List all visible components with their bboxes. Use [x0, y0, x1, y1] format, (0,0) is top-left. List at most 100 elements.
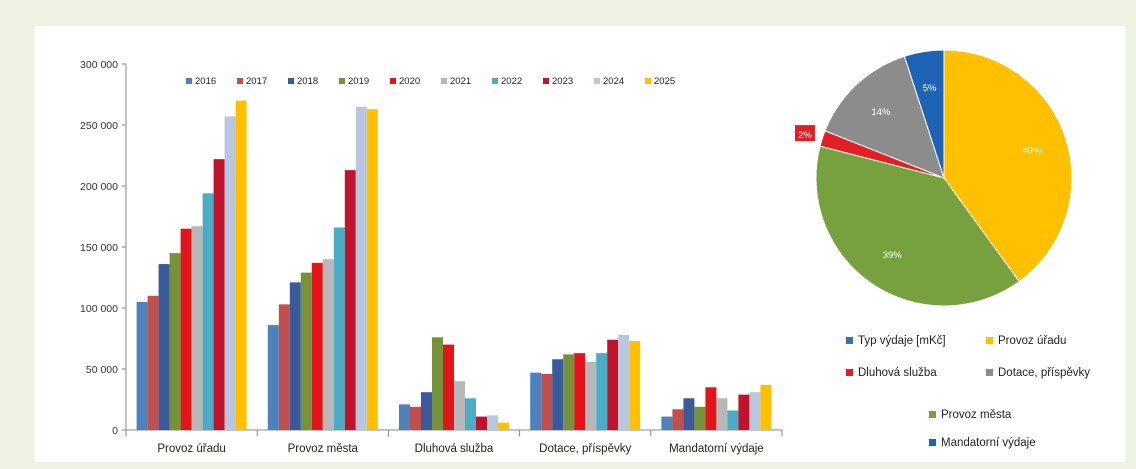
bar — [169, 253, 181, 430]
pie-data-label: 40% — [1022, 146, 1042, 157]
bar — [476, 416, 487, 430]
x-tick-label: Provoz města — [288, 443, 359, 455]
legend-label: Mandatorní výdaje — [941, 437, 1036, 449]
x-tick-label: Mandatorní výdaje — [669, 443, 764, 455]
bar — [322, 259, 334, 430]
bar — [487, 415, 498, 430]
bar — [344, 170, 356, 430]
legend-swatch — [237, 78, 243, 84]
legend-swatch — [846, 337, 853, 344]
legend-label: 2025 — [654, 76, 675, 87]
legend-label: Provoz města — [941, 409, 1012, 421]
bar — [694, 406, 706, 430]
bar — [136, 301, 148, 430]
bar — [541, 373, 553, 430]
pie-data-label: 14% — [871, 107, 891, 118]
bar — [760, 384, 772, 430]
legend-label: 2021 — [450, 76, 471, 87]
legend-swatch — [492, 78, 498, 84]
bar — [191, 226, 203, 430]
bar — [180, 228, 192, 430]
legend-label: 2016 — [195, 76, 216, 87]
bar — [596, 353, 608, 430]
y-tick-label: 250 000 — [80, 120, 118, 132]
bar — [574, 353, 586, 430]
legend-swatch — [645, 78, 651, 84]
bar — [432, 337, 443, 430]
pie-slice — [903, 49, 945, 179]
bar — [311, 262, 323, 430]
bar — [727, 410, 739, 430]
bar — [366, 109, 378, 430]
legend-swatch — [543, 78, 549, 84]
bar — [399, 404, 410, 430]
bar — [716, 398, 728, 430]
legend-swatch — [339, 78, 345, 84]
bar — [607, 339, 619, 430]
legend-label: 2023 — [552, 76, 573, 87]
bar — [618, 334, 630, 430]
y-tick-label: 200 000 — [80, 181, 118, 193]
legend-label: 2024 — [603, 76, 624, 87]
bar-chart: 0 50 000 100 000 150 000 200 000 250 000 300 0… — [80, 59, 783, 455]
bar — [629, 340, 641, 430]
bar — [224, 116, 236, 431]
y-tick-label: 100 000 — [80, 303, 118, 315]
pie-data-label: 39% — [883, 250, 903, 261]
bar — [147, 295, 159, 430]
x-tick-label: Dotace, příspěvky — [539, 443, 631, 455]
bar — [410, 406, 421, 430]
bar — [683, 398, 695, 430]
bar — [267, 325, 279, 430]
legend-swatch — [929, 411, 936, 418]
pie-data-label: 5% — [923, 83, 937, 94]
y-tick-label: 0 — [112, 425, 118, 437]
legend-label: Dotace, příspěvky — [998, 367, 1090, 379]
bar — [661, 416, 673, 430]
bar — [443, 344, 454, 430]
bar — [672, 409, 684, 430]
legend-swatch — [186, 78, 192, 84]
legend-label: 2020 — [399, 76, 420, 87]
bar — [498, 422, 509, 430]
pie-data-label: 2% — [798, 130, 812, 141]
legend-label: 2017 — [246, 76, 267, 87]
bar — [465, 398, 476, 430]
y-tick-label: 150 000 — [80, 242, 118, 254]
legend-label: 2022 — [501, 76, 522, 87]
legend-swatch — [594, 78, 600, 84]
bar — [213, 159, 225, 430]
legend-swatch — [929, 439, 936, 446]
x-tick-label: Provoz úřadu — [157, 443, 225, 455]
bar — [552, 359, 564, 430]
bar — [202, 193, 214, 430]
bar — [563, 354, 575, 430]
chart-panel: 0 50 000 100 000 150 000 200 000 250 000 300 0… — [34, 26, 1126, 462]
bar — [530, 372, 542, 430]
bar — [585, 361, 597, 430]
bar — [355, 106, 367, 430]
x-tick-label: Dluhová služba — [415, 443, 494, 455]
legend-label: 2019 — [348, 76, 369, 87]
pie-slice — [815, 145, 1020, 307]
bar — [300, 272, 312, 430]
bar — [454, 381, 465, 430]
bar — [278, 304, 290, 430]
legend-label: 2018 — [297, 76, 318, 87]
y-tick-label: 300 000 — [80, 59, 118, 71]
bar — [158, 264, 170, 430]
y-tick-label: 50 000 — [86, 364, 118, 376]
legend-label: Dluhová služba — [858, 367, 937, 379]
pie-chart: 40% 39% 2% 14% 5% Typ výdaje [mKč] Provoz úřad… — [794, 49, 1090, 449]
legend-swatch — [846, 369, 853, 376]
bar — [749, 392, 761, 430]
legend-swatch — [986, 337, 993, 344]
legend-label: Typ výdaje [mKč] — [858, 335, 946, 347]
legend-swatch — [288, 78, 294, 84]
legend-swatch — [441, 78, 447, 84]
legend-swatch — [986, 369, 993, 376]
legend-swatch — [390, 78, 396, 84]
bar — [289, 282, 301, 430]
pie-label-box — [794, 125, 815, 142]
bar — [738, 394, 750, 430]
